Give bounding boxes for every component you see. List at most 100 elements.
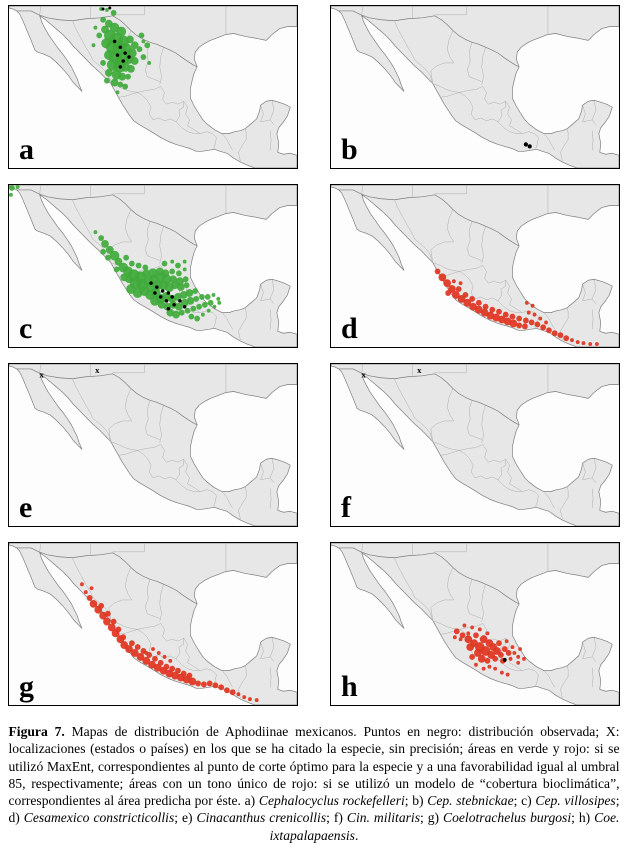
distribution-area-patch xyxy=(551,330,558,337)
distribution-area-patch xyxy=(204,293,211,300)
distribution-area-patch xyxy=(469,295,475,302)
distribution-area-patch xyxy=(242,695,247,700)
distribution-area-patch xyxy=(168,658,173,663)
distribution-area-patch xyxy=(473,632,479,639)
distribution-area-patch xyxy=(96,32,103,39)
distribution-area-patch xyxy=(80,582,84,587)
observed-record-dot xyxy=(153,291,157,295)
distribution-area-patch xyxy=(498,315,506,324)
distribution-area-patch xyxy=(98,602,105,609)
distribution-area-patch xyxy=(172,310,180,319)
distribution-area-patch xyxy=(479,635,488,644)
distribution-area-patch xyxy=(192,288,199,294)
map-panel-c: c xyxy=(8,184,298,348)
distribution-area-patch xyxy=(570,338,574,343)
distribution-area-patch xyxy=(510,645,515,650)
distribution-area-patch xyxy=(127,64,135,73)
mexico-map-b xyxy=(331,6,619,168)
distribution-area-patch xyxy=(581,341,586,346)
distribution-area-patch xyxy=(142,656,151,665)
distribution-area-patch xyxy=(595,342,599,347)
distribution-area-patch xyxy=(120,634,127,641)
distribution-area-patch xyxy=(522,656,526,661)
observed-record-dot xyxy=(164,299,169,303)
distribution-area-patch xyxy=(516,654,521,659)
distribution-area-patch xyxy=(503,317,512,326)
distribution-area-patch xyxy=(485,631,490,636)
distribution-area-patch xyxy=(462,623,467,628)
panel-label-f: f xyxy=(341,491,351,524)
distribution-area-patch xyxy=(177,283,185,292)
distribution-area-patch xyxy=(190,305,197,312)
caption-text: ; c) xyxy=(513,793,536,808)
distribution-area-patch xyxy=(141,39,146,44)
distribution-area-patch xyxy=(474,662,478,667)
distribution-area-patch xyxy=(469,302,477,311)
distribution-overlay-d xyxy=(434,268,599,347)
observed-record-dot xyxy=(121,59,125,63)
observed-record-dot xyxy=(112,39,117,44)
distribution-area-patch xyxy=(120,273,129,282)
species-name-d: Cesamexico constricticollis xyxy=(23,810,175,826)
distribution-area-patch xyxy=(207,299,214,306)
distribution-area-patch xyxy=(474,649,482,657)
distribution-area-patch xyxy=(254,698,259,703)
imprecise-record-x-mark: x xyxy=(361,370,366,380)
mexico-map-h xyxy=(331,543,619,705)
distribution-area-patch xyxy=(148,660,156,669)
distribution-area-patch xyxy=(83,590,88,595)
distribution-area-patch xyxy=(105,68,113,77)
distribution-area-patch xyxy=(588,342,593,347)
observed-record-dot xyxy=(166,306,171,311)
distribution-area-patch xyxy=(470,625,475,630)
distribution-area-patch xyxy=(218,684,225,691)
distribution-area-patch xyxy=(186,672,193,679)
caption-text: Mapas de distribución de Aphodiinae mexi… xyxy=(8,724,620,808)
distribution-area-patch xyxy=(516,322,523,329)
distribution-area-patch xyxy=(563,335,570,342)
distribution-area-patch xyxy=(110,78,119,87)
distribution-area-patch xyxy=(151,647,155,651)
distribution-area-patch xyxy=(458,281,463,286)
distribution-area-patch xyxy=(505,672,510,677)
observed-record-dot xyxy=(108,6,112,10)
map-panel-a: a xyxy=(8,5,298,169)
distribution-area-patch xyxy=(540,324,547,331)
distribution-area-patch xyxy=(538,316,543,321)
observed-record-dot xyxy=(149,281,153,285)
distribution-area-patch xyxy=(498,651,504,658)
distribution-area-patch xyxy=(518,647,523,651)
mexico-map-d xyxy=(331,185,619,347)
distribution-overlay-h xyxy=(452,623,526,677)
distribution-area-patch xyxy=(117,81,124,88)
distribution-area-patch xyxy=(475,305,483,314)
distribution-area-patch xyxy=(182,259,187,264)
distribution-area-patch xyxy=(475,299,482,306)
distribution-area-patch xyxy=(182,267,187,272)
distribution-area-patch xyxy=(201,681,207,688)
distribution-area-patch xyxy=(175,262,181,269)
distribution-area-patch xyxy=(129,260,135,267)
distribution-area-patch xyxy=(105,7,109,12)
distribution-area-patch xyxy=(496,308,502,315)
distribution-area-patch xyxy=(489,643,498,651)
distribution-area-patch xyxy=(118,72,127,81)
panel-label-e: e xyxy=(19,491,33,524)
distribution-area-patch xyxy=(459,632,466,639)
distribution-area-patch xyxy=(501,646,508,652)
figure-label: Figura 7. xyxy=(8,724,65,739)
distribution-area-patch xyxy=(532,312,537,317)
distribution-area-patch xyxy=(487,664,492,669)
distribution-area-patch xyxy=(175,302,183,311)
caption-text: ; g) xyxy=(419,810,444,826)
distribution-area-patch xyxy=(466,643,475,651)
observed-record-dot xyxy=(178,299,182,303)
distribution-area-patch xyxy=(107,623,116,632)
distribution-area-patch xyxy=(211,293,216,297)
distribution-area-patch xyxy=(188,313,195,320)
distribution-area-patch xyxy=(575,340,580,345)
distribution-area-patch xyxy=(9,185,15,191)
distribution-area-patch xyxy=(100,60,106,66)
